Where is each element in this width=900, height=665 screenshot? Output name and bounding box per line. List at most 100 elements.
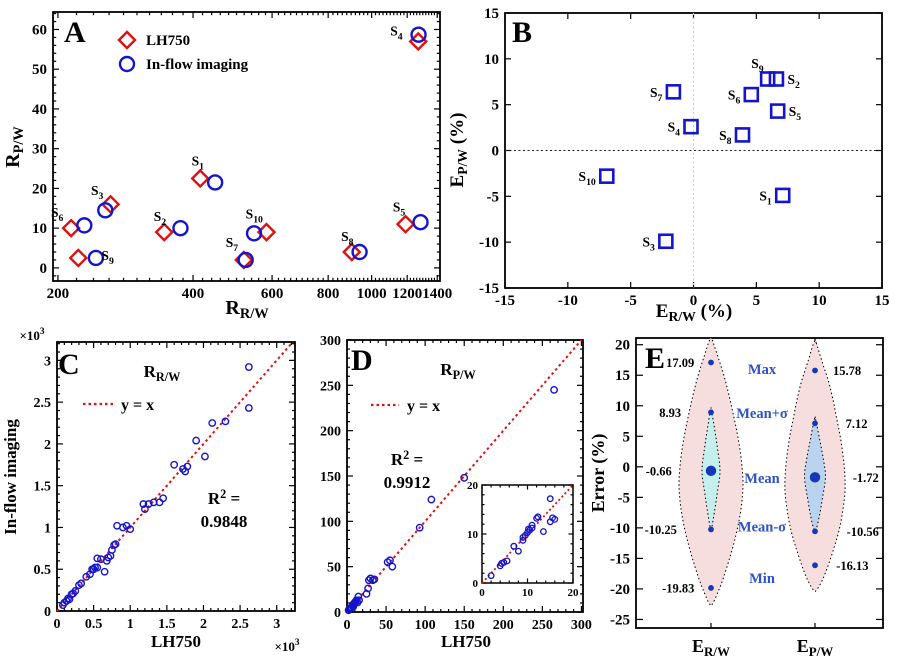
- svg-text:15: 15: [875, 293, 890, 309]
- svg-text:-10: -10: [558, 293, 578, 309]
- panel-a-axes: 200 400 600 800 1000 1200 1400 0 10 20 30 40 50 60: [32, 11, 452, 302]
- svg-text:-10: -10: [610, 521, 630, 537]
- sample-label: S5: [789, 104, 802, 123]
- svg-text:-5: -5: [487, 189, 500, 205]
- svg-text:20: 20: [467, 480, 479, 492]
- svg-text:-15: -15: [495, 293, 515, 309]
- stat-value: -10.25: [645, 523, 677, 537]
- svg-text:0: 0: [690, 293, 698, 309]
- panel-d: 0 50 100 150 200 250 300050100150200250300RP/W…: [320, 334, 592, 651]
- svg-text:1400: 1400: [422, 286, 452, 302]
- sample-label: S8: [719, 128, 732, 147]
- stat-value: -0.66: [646, 464, 672, 478]
- sample-label: S6: [728, 88, 741, 107]
- sample-label: S5: [393, 199, 406, 218]
- svg-text:1: 1: [127, 617, 134, 632]
- sample-label: S10: [579, 169, 596, 188]
- svg-text:0: 0: [479, 587, 485, 599]
- sample-label: S4: [668, 120, 681, 139]
- sample-labels: S6 S9 S3 S2 S1 S7 S10 S8 S5 S4: [51, 23, 405, 266]
- svg-text:800: 800: [317, 286, 340, 302]
- sample-label: S7: [226, 235, 239, 254]
- svg-text:100: 100: [415, 618, 436, 633]
- sample-label: S3: [642, 234, 655, 253]
- sample-label: S1: [192, 153, 205, 172]
- svg-text:10: 10: [812, 293, 827, 309]
- svg-text:-5: -5: [618, 490, 631, 506]
- sample-label: S1: [759, 188, 772, 207]
- sample-label: S2: [787, 72, 800, 91]
- svg-text:3: 3: [273, 617, 280, 632]
- sample-label: S6: [51, 205, 64, 224]
- svg-text:200: 200: [320, 425, 341, 440]
- svg-text:0: 0: [344, 618, 351, 633]
- svg-text:1: 1: [44, 521, 51, 536]
- parity-points: [344, 385, 558, 615]
- svg-text:-15: -15: [479, 281, 499, 297]
- sample-label: S9: [751, 56, 764, 75]
- y-axis-label: EP/W (%): [447, 113, 470, 188]
- panel-e: 20 15 10 5 0 -5 -10 -15 -20 -25 17.09 8.93 -0.66 -10.…: [588, 337, 884, 659]
- stat-name-label: Max: [748, 362, 777, 378]
- panel-a: 200 400 600 800 1000 1200 1400 0 10 20 30 40 50 60 RR/…: [2, 11, 452, 322]
- panel-c-axes: 0 0.5 1 1.5 2 2.5 3 0 0.5 1 1.5 2 2.5 3: [34, 341, 296, 632]
- svg-text:3: 3: [44, 354, 51, 369]
- svg-text:-15: -15: [610, 551, 630, 567]
- panel-subtitle: RR/W: [144, 362, 182, 384]
- x-axis-label: LH750: [441, 632, 491, 651]
- sample-label: S9: [101, 248, 114, 267]
- stat-value: -16.13: [836, 559, 868, 573]
- panel-letter: B: [512, 16, 532, 49]
- svg-text:50: 50: [379, 618, 393, 633]
- svg-text:2: 2: [44, 438, 51, 453]
- identity-line-label: y = x: [121, 397, 154, 414]
- stat-value: 17.09: [666, 356, 694, 370]
- svg-text:15: 15: [484, 6, 499, 22]
- panel-letter: E: [645, 342, 665, 375]
- panel-letter: C: [58, 348, 80, 381]
- svg-text:15: 15: [615, 368, 630, 384]
- r-squared-value: 0.9848: [201, 512, 248, 531]
- violin-shapes: 17.09 8.93 -0.66 -10.25 -19.83 15.78 7.12 -1.72…: [645, 337, 879, 607]
- svg-text:10: 10: [484, 52, 499, 68]
- category-label: EP/W: [797, 636, 834, 659]
- svg-text:2.5: 2.5: [34, 396, 52, 411]
- r-squared-value: 0.9912: [384, 473, 431, 492]
- svg-text:300: 300: [320, 334, 341, 349]
- svg-text:1.5: 1.5: [158, 617, 176, 632]
- svg-text:1200: 1200: [392, 286, 422, 302]
- svg-text:200: 200: [47, 286, 70, 302]
- svg-text:5: 5: [623, 429, 631, 445]
- stat-value: -19.83: [662, 581, 694, 595]
- svg-text:0: 0: [492, 144, 500, 160]
- panel-letter: A: [64, 16, 86, 49]
- svg-text:-10: -10: [479, 235, 499, 251]
- svg-text:150: 150: [454, 618, 475, 633]
- panel-b: -15 -10 -5 0 5 10 15 -15 -10 -5 0 5 10 15 ER/W (%) EP/W…: [447, 6, 890, 324]
- sample-label: S7: [650, 85, 663, 104]
- svg-text:1.5: 1.5: [34, 480, 52, 495]
- svg-text:150: 150: [320, 470, 341, 485]
- parity-points: [58, 363, 253, 610]
- svg-text:250: 250: [532, 618, 553, 633]
- x-axis-label: RR/W: [225, 297, 269, 322]
- svg-text:400: 400: [182, 286, 205, 302]
- error-points: S1 S2 S3 S4 S5 S6 S7 S8 S9 S10: [579, 56, 802, 253]
- legend: LH750 In-flow imaging: [117, 30, 249, 73]
- svg-text:20: 20: [568, 587, 580, 599]
- panel-letter: D: [351, 344, 373, 377]
- svg-text:0.5: 0.5: [34, 563, 52, 578]
- r-squared-label: R2 =: [208, 487, 240, 508]
- svg-text:100: 100: [320, 515, 341, 530]
- svg-text:20: 20: [615, 338, 630, 354]
- svg-text:2: 2: [200, 617, 207, 632]
- stat-value: -1.72: [853, 471, 879, 485]
- x-axis-label: ER/W (%): [656, 301, 732, 324]
- svg-text:30: 30: [32, 142, 47, 158]
- x-axis-label: LH750: [151, 632, 201, 651]
- stat-value: 8.93: [659, 406, 681, 420]
- y-axis-label: RP/W: [2, 126, 27, 168]
- panel-e-axes: 20 15 10 5 0 -5 -10 -15 -20 -25: [610, 337, 884, 629]
- svg-text:-5: -5: [624, 293, 637, 309]
